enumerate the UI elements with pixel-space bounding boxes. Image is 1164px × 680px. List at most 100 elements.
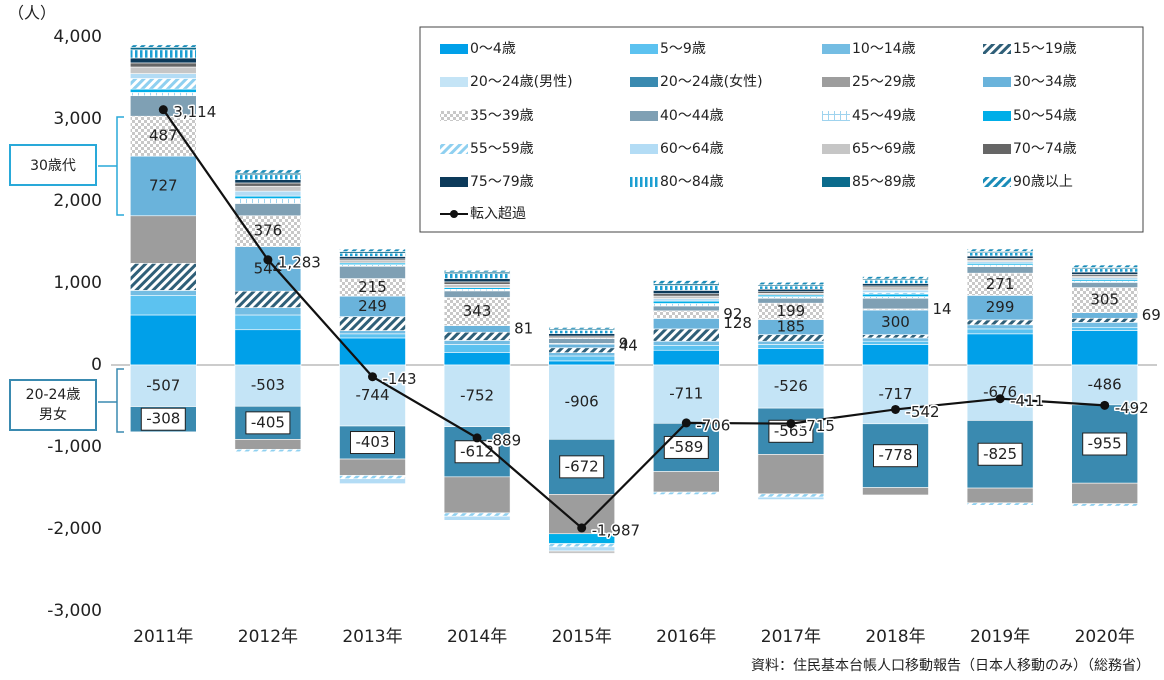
bar-segment [443,331,511,341]
x-tick-label: 2016年 [656,627,716,647]
bar-segment [966,295,1034,321]
legend-swatch [983,144,1011,154]
x-tick-label: 2019年 [970,627,1030,647]
bar-segment [966,487,1034,504]
line-label: 1,283 [278,253,321,271]
bar-segment [548,327,616,330]
bar-segment [130,263,197,291]
line-point [158,105,168,115]
bar-segment [1071,326,1138,331]
bar-segment [339,265,406,279]
data-label: 299 [986,298,1015,316]
data-label: -672 [565,457,599,475]
line-label: -1,987 [592,521,640,539]
bar-segment [234,179,302,184]
legend-swatch [822,77,850,87]
data-label: 128 [723,314,752,332]
bar-segment [234,174,302,180]
line-point [786,419,796,429]
legend-label: 35～39歳 [470,108,534,124]
data-label: -711 [669,385,703,403]
line-point [577,523,587,533]
bar-segment [443,290,511,298]
bar-segment [443,512,511,517]
bar-segment [862,287,929,291]
bar-segment [862,364,929,425]
bar-segment [443,273,511,279]
bar-segment [1071,312,1138,319]
y-tick-label: 1,000 [53,273,102,293]
bar-segment [652,290,720,294]
bar-segment [757,454,825,495]
x-tick-label: 2017年 [761,627,821,647]
label-box [559,455,605,479]
data-label: 271 [986,275,1015,293]
bar-segment [1071,264,1138,268]
bar-segment [966,255,1034,259]
line-point [681,418,691,428]
data-label: -405 [251,413,285,431]
bar-segment [652,364,720,424]
bar-segment [339,478,406,484]
bar-segment [966,333,1034,366]
legend-swatch [983,177,1011,187]
label-box [350,431,395,455]
bar-segment [443,270,511,273]
legend-box [419,26,1144,233]
bar-segment [234,195,302,199]
bar-segment [757,288,825,292]
bar-segment [548,543,616,548]
bar-segment [862,340,929,345]
legend-label: 65～69歳 [852,141,916,157]
bar-segment [652,471,720,493]
x-tick-label: 2020年 [1075,627,1135,647]
bar-segment [862,309,929,335]
bar-segment [757,334,825,342]
bar-segment [862,293,929,297]
bar-segment [234,185,302,192]
bar-segment [1071,268,1138,273]
bar-segment [966,266,1034,274]
bar-segment [1071,482,1138,504]
bar-segment [130,47,197,51]
bar-segment [652,285,720,291]
line-point [472,433,482,443]
data-label: -403 [355,433,389,451]
bar-segment [966,328,1034,335]
bar-segment [130,44,197,48]
data-label: 92 [723,305,742,323]
bar-segment [757,344,825,349]
bar-segment [652,340,720,346]
legend-label: 20～24歳(女性) [660,73,763,90]
data-label: 69 [1142,306,1161,324]
bar-segment [339,252,406,257]
data-label: 727 [149,176,178,194]
data-label: 185 [777,318,806,336]
annotation: 男女 [39,406,67,423]
bar-segment [652,310,720,319]
bar-segment [652,293,720,297]
data-label: -486 [1088,375,1122,393]
x-tick-label: 2012年 [238,627,298,647]
legend-label: 転入超過 [470,206,526,222]
bracket [98,116,124,216]
bar-segment [130,92,197,97]
data-label: -778 [878,446,912,464]
bar-segment [443,278,511,283]
legend-swatch [983,77,1011,87]
y-tick-label: -1,000 [47,437,102,457]
legend-swatch [440,111,468,121]
bar-segment [339,475,406,480]
bar-segment [443,364,511,427]
bar-segment [966,364,1034,421]
data-label: -612 [460,442,494,460]
bar-segment [234,169,302,174]
bar-segment [966,248,1034,252]
legend-swatch [822,144,850,154]
line-point [995,394,1005,404]
label-box [245,411,291,435]
x-tick-label: 2018年 [865,627,925,647]
data-label: -744 [355,386,389,404]
x-tick-label: 2011年 [133,627,193,647]
